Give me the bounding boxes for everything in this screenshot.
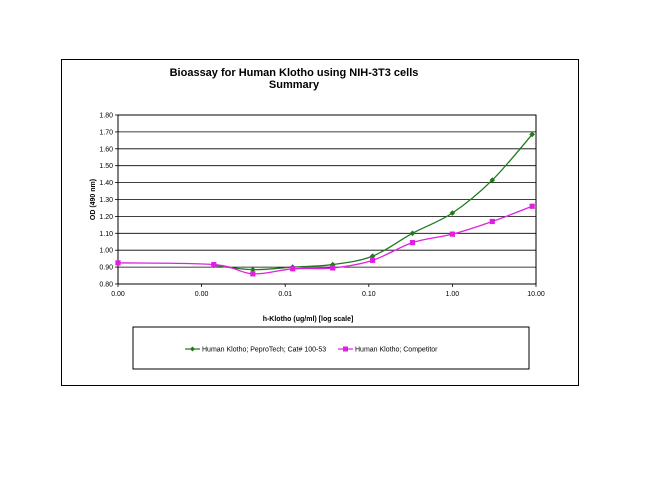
data-point-diamond — [489, 177, 496, 183]
data-point-square — [290, 266, 296, 272]
data-point-diamond — [449, 210, 456, 216]
y-axis-ticks: 0.80 0.90 1.00 1.10 1.20 1.30 1.40 1.50 1.60 1.70… — [99, 113, 118, 289]
data-point-diamond — [250, 266, 256, 273]
x-tick-label: 10.00 — [527, 291, 545, 298]
data-point-square — [115, 260, 121, 266]
y-axis-label: OD (490 nm) — [90, 179, 97, 220]
y-tick-label: 0.80 — [99, 282, 113, 289]
series-line-1 — [117, 205, 533, 275]
x-tick-label: 0.00 — [111, 291, 125, 298]
x-tick-label: 0.00 — [195, 291, 209, 298]
legend-label-pepro: Human Klotho; PeproTech; Cat# 100-53 — [202, 347, 326, 354]
x-axis-label: h-Klotho (ug/ml) [log scale] — [263, 316, 354, 323]
data-point-square — [409, 239, 416, 246]
y-tick-label: 1.40 — [99, 180, 113, 187]
legend-marker-square-icon — [343, 346, 348, 352]
data-point-square — [369, 257, 376, 263]
legend-label-competitor: Human Klotho; Competitor — [355, 347, 438, 354]
x-tick-label: 1.00 — [446, 291, 460, 298]
grid-lines — [118, 114, 536, 285]
legend-marker-diamond-icon — [190, 346, 195, 352]
data-point-diamond — [369, 253, 376, 259]
y-tick-label: 1.00 — [99, 248, 113, 255]
data-point-square — [250, 271, 256, 277]
data-point-square — [529, 203, 535, 209]
y-tick-label: 1.20 — [99, 214, 113, 221]
y-tick-label: 0.90 — [99, 265, 113, 272]
chart-title: Bioassay for Human Klotho using NIH-3T3 … — [170, 67, 419, 79]
legend-box — [132, 326, 530, 370]
y-tick-label: 1.80 — [99, 113, 113, 120]
data-point-square — [330, 265, 336, 271]
legend-item-competitor: Human Klotho; Competitor — [338, 346, 438, 354]
data-point-diamond — [529, 131, 535, 138]
chart-subtitle: Summary — [269, 79, 320, 91]
y-tick-label: 1.70 — [99, 129, 113, 136]
data-point-square — [449, 231, 455, 237]
y-tick-label: 1.30 — [99, 197, 113, 204]
x-tick-label: 0.01 — [278, 291, 292, 298]
data-point-square — [211, 261, 217, 268]
y-tick-label: 1.50 — [99, 163, 113, 170]
data-point-diamond — [409, 230, 416, 237]
x-tick-label: 0.10 — [362, 291, 376, 298]
series-layer — [115, 131, 535, 277]
data-point-square — [489, 218, 495, 225]
legend-item-pepro: Human Klotho; PeproTech; Cat# 100-53 — [185, 346, 326, 354]
series-line-0 — [213, 134, 533, 271]
x-axis-ticks: 0.00 0.00 0.01 0.10 1.00 10.00 — [111, 284, 545, 298]
y-tick-label: 1.10 — [99, 231, 113, 238]
y-tick-label: 1.60 — [99, 146, 113, 153]
